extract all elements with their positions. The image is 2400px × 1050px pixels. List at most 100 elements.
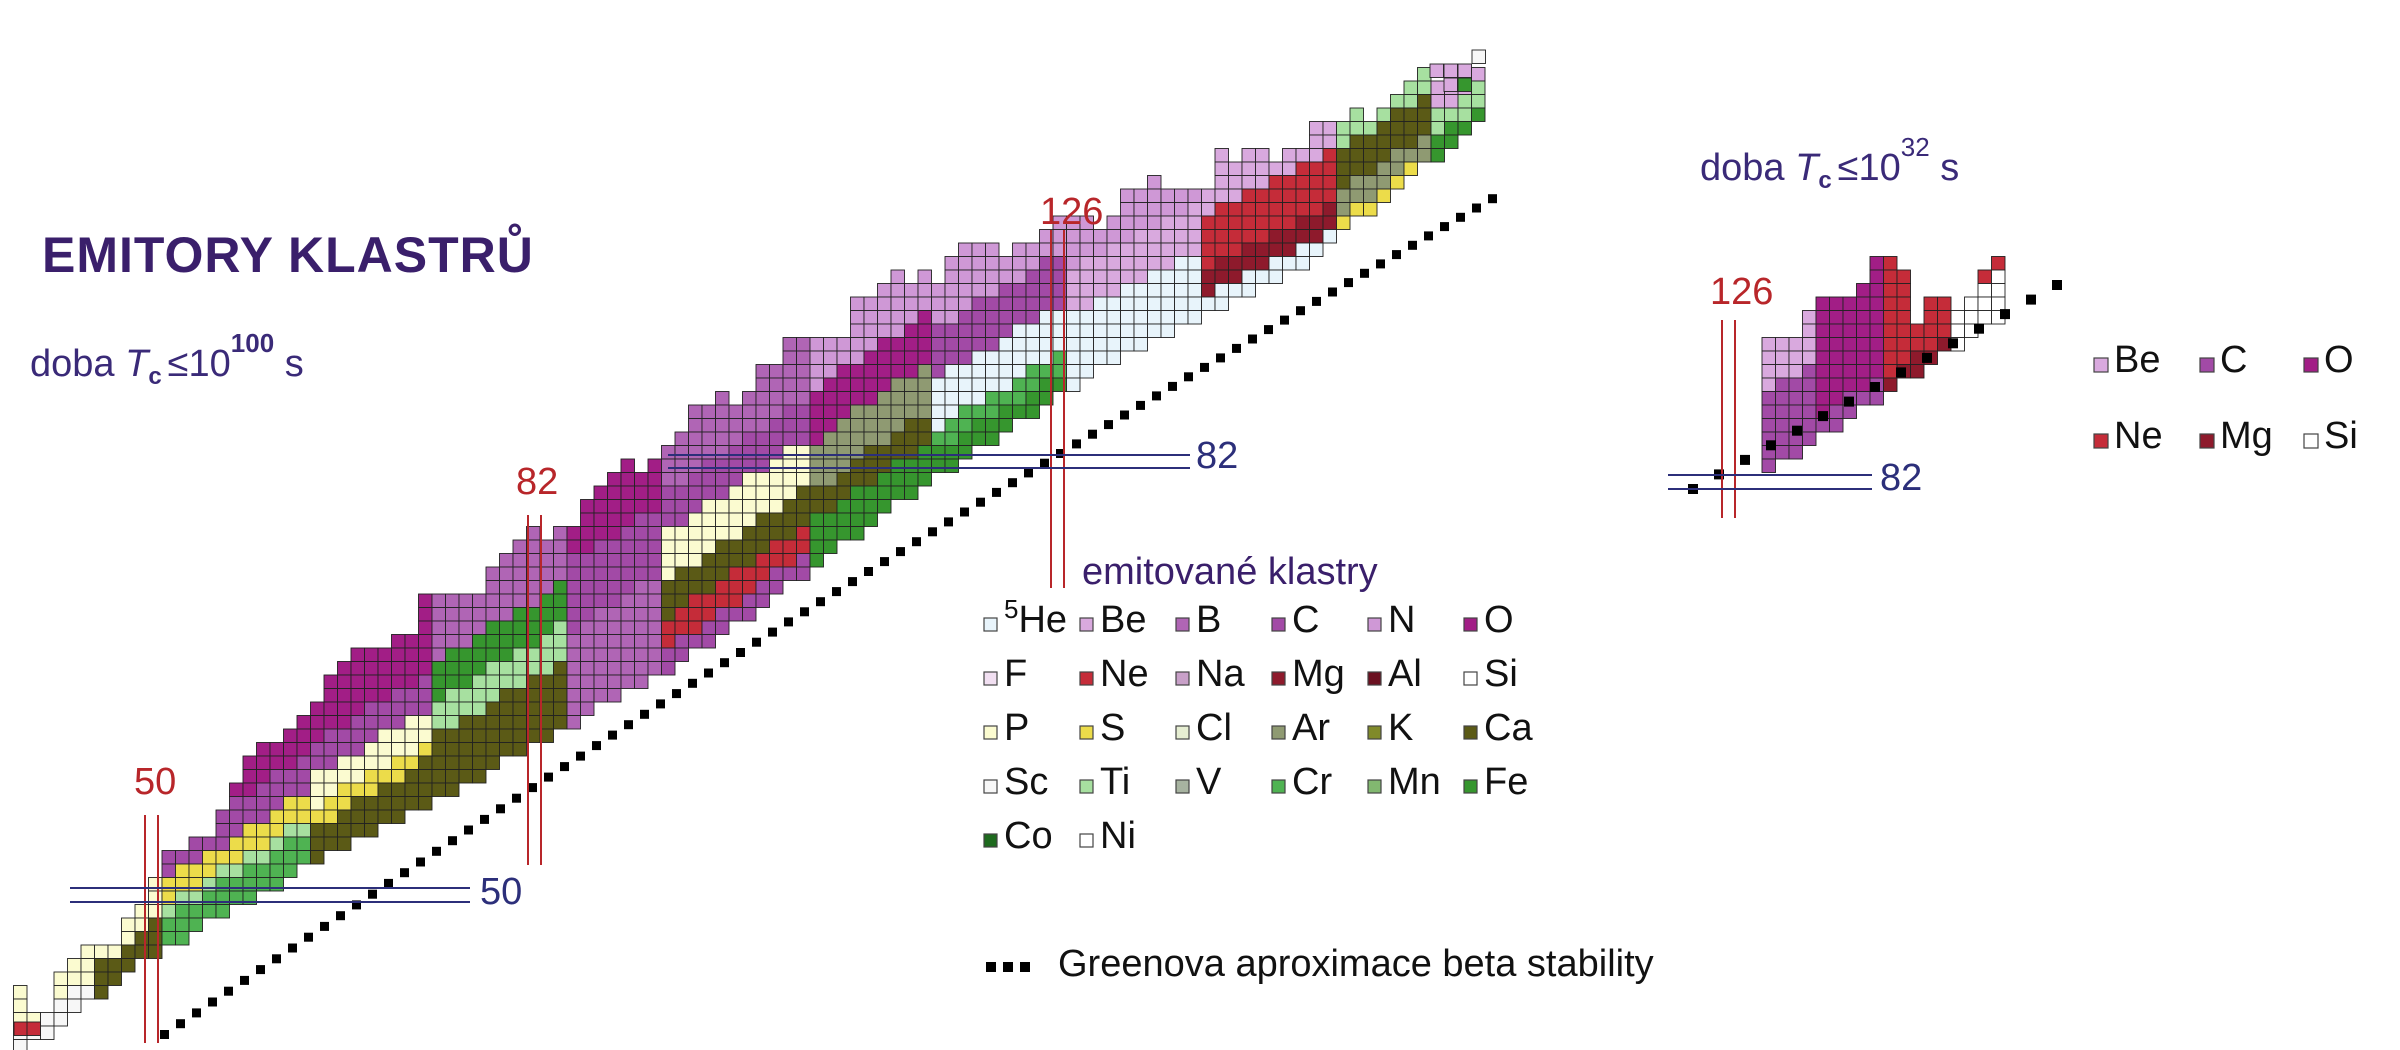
nuclide-cell: [715, 458, 730, 473]
page-title: EMITORY KLASTRŮ: [42, 223, 534, 283]
nuclide-cell: [242, 850, 257, 865]
nuclide-cell: [944, 310, 959, 325]
nuclide-cell: [1174, 296, 1189, 311]
nuclide-cell: [566, 607, 581, 622]
nuclide-cell: [715, 539, 730, 554]
nuclide-cell: [310, 796, 325, 811]
inset-legend-swatch: [2093, 433, 2109, 449]
nuclide-cell: [890, 391, 905, 406]
inset-nuclide-cell: [1829, 418, 1844, 433]
stability-dot: [1312, 296, 1321, 306]
nuclide-cell: [1322, 134, 1337, 149]
nuclide-cell: [1349, 161, 1364, 176]
stability-dot: [752, 637, 761, 647]
nuclide-cell: [391, 755, 406, 770]
nuclide-cell: [1025, 377, 1040, 392]
nuclide-cell: [647, 580, 662, 595]
nuclide-cell: [445, 728, 460, 743]
nuclide-cell: [647, 512, 662, 527]
nuclide-cell: [688, 431, 703, 446]
nuclide-cell: [472, 674, 487, 689]
nuclide-cell: [1403, 134, 1418, 149]
legend-label: Mg: [1292, 653, 1345, 695]
nuclide-cell: [445, 647, 460, 662]
nuclide-cell: [134, 944, 149, 959]
stability-dot: [544, 772, 553, 782]
nuclide-cell: [823, 431, 838, 446]
nuclide-cell: [701, 458, 716, 473]
nuclide-cell: [499, 566, 514, 581]
nuclide-cell: [580, 634, 595, 649]
inset-nuclide-cell: [1842, 364, 1857, 379]
nuclide-cell: [647, 499, 662, 514]
nuclide-cell: [512, 647, 527, 662]
nuclide-cell: [1147, 202, 1162, 217]
nuclide-cell: [175, 904, 190, 919]
nuclide-cell: [715, 485, 730, 500]
nuclide-cell: [1363, 188, 1378, 203]
nuclide-cell: [1282, 161, 1297, 176]
nuclide-cell: [1174, 256, 1189, 271]
legend-label: O: [1484, 599, 1514, 641]
nuclide-cell: [917, 283, 932, 298]
nuclide-cell: [485, 715, 500, 730]
legend-item-c: C: [1271, 599, 1319, 641]
inset-nuclide-cell: [1856, 337, 1871, 352]
nuclide-cell: [863, 404, 878, 419]
nuclide-cell: [296, 809, 311, 824]
nuclide-cell: [80, 985, 95, 1000]
nuclide-cell: [904, 458, 919, 473]
nuclide-cell: [310, 782, 325, 797]
nuclide-cell: [1201, 229, 1216, 244]
nuclide-cell: [269, 823, 284, 838]
nuclide-cell: [998, 377, 1013, 392]
inset-legend-label: Be: [2114, 339, 2160, 381]
nuclide-cell: [553, 634, 568, 649]
nuclide-cell: [931, 445, 946, 460]
nuclide-cell: [863, 499, 878, 514]
nuclide-cell: [985, 310, 1000, 325]
nuclide-cell: [391, 634, 406, 649]
nuclide-cell: [485, 566, 500, 581]
nuclide-cell: [985, 242, 1000, 257]
nuclide-cell: [472, 755, 487, 770]
nuclide-cell: [985, 296, 1000, 311]
nuclide-cell: [607, 472, 622, 487]
nuclide-cell: [809, 350, 824, 365]
nuclide-cell: [242, 782, 257, 797]
nuclide-cell: [13, 1021, 28, 1036]
nuclide-cell: [121, 931, 136, 946]
nuclide-cell: [418, 715, 433, 730]
nuclide-cell: [121, 944, 136, 959]
inset-nuclide-cell: [1977, 269, 1992, 284]
nuclide-cell: [1201, 269, 1216, 284]
nuclide-cell: [458, 620, 473, 635]
legend-item-cr: Cr: [1271, 761, 1332, 803]
legend-swatch: [1271, 725, 1286, 740]
nuclide-cell: [1282, 256, 1297, 271]
nuclide-cell: [863, 350, 878, 365]
nuclide-cell: [1106, 242, 1121, 257]
nuclide-cell: [701, 620, 716, 635]
nuclide-cell: [1282, 188, 1297, 203]
nuclide-cell: [323, 715, 338, 730]
legend-item-sc: Sc: [983, 761, 1048, 803]
nuclide-cell: [458, 728, 473, 743]
nuclide-cell: [593, 607, 608, 622]
nuclide-cell: [904, 472, 919, 487]
nuclide-cell: [796, 553, 811, 568]
nuclide-cell: [445, 688, 460, 703]
nuclide-cell: [971, 283, 986, 298]
nuclide-cell: [418, 674, 433, 689]
nuclide-cell: [283, 769, 298, 784]
nuclide-cell: [607, 499, 622, 514]
nuclide-cell: [1066, 310, 1081, 325]
nuclide-cell: [1295, 175, 1310, 190]
nuclide-cell: [1133, 323, 1148, 338]
nuclide-cell: [1079, 323, 1094, 338]
inset-legend-item-mg: Mg: [2199, 415, 2273, 457]
nuclide-cell: [431, 674, 446, 689]
legend-label: Cl: [1196, 707, 1232, 749]
nuclide-cell: [418, 742, 433, 757]
inset-nuclide-cell: [1775, 337, 1790, 352]
